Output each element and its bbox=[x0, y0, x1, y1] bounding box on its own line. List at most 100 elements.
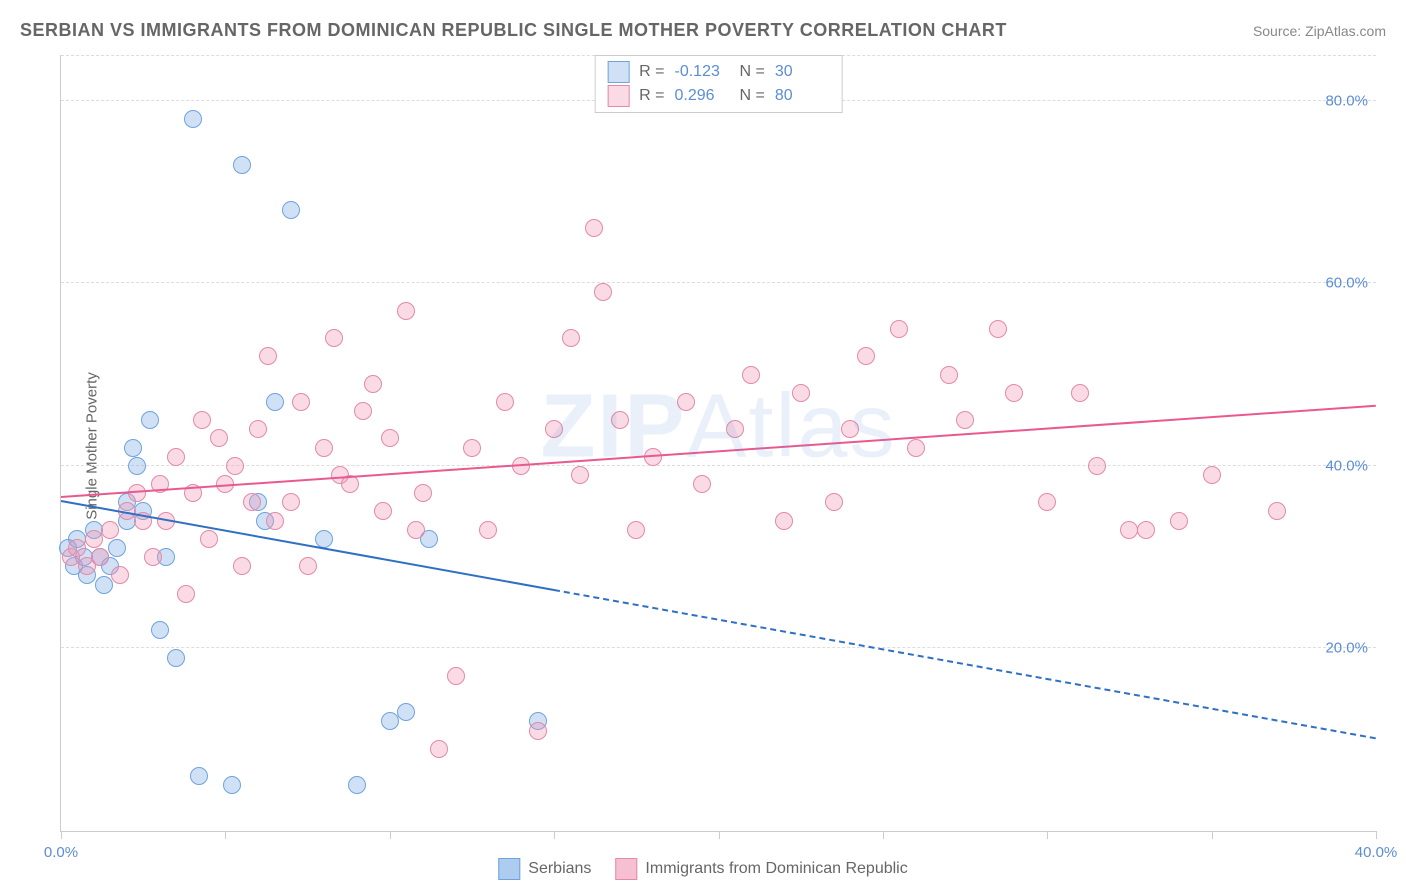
data-point bbox=[693, 475, 711, 493]
data-point bbox=[1038, 493, 1056, 511]
data-point bbox=[200, 530, 218, 548]
data-point bbox=[841, 420, 859, 438]
data-point bbox=[68, 539, 86, 557]
data-point bbox=[381, 712, 399, 730]
data-point bbox=[397, 703, 415, 721]
data-point bbox=[1268, 502, 1286, 520]
legend-n-label: N = bbox=[740, 63, 765, 81]
x-tick-label: 0.0% bbox=[44, 844, 78, 861]
data-point bbox=[677, 393, 695, 411]
data-point bbox=[1120, 521, 1138, 539]
gridline bbox=[61, 282, 1376, 283]
x-tick bbox=[1212, 831, 1213, 839]
data-point bbox=[430, 740, 448, 758]
legend-r-label: R = bbox=[639, 63, 664, 81]
data-point bbox=[141, 411, 159, 429]
x-tick bbox=[883, 831, 884, 839]
trend-line bbox=[61, 500, 554, 591]
legend-r-value: -0.123 bbox=[675, 63, 730, 81]
data-point bbox=[282, 201, 300, 219]
series-legend: Serbians Immigrants from Dominican Republ… bbox=[498, 858, 907, 880]
x-tick bbox=[719, 831, 720, 839]
legend-r-label: R = bbox=[639, 87, 664, 105]
gridline bbox=[61, 465, 1376, 466]
data-point bbox=[1203, 466, 1221, 484]
data-point bbox=[956, 411, 974, 429]
y-tick-label: 60.0% bbox=[1325, 275, 1368, 292]
data-point bbox=[128, 457, 146, 475]
data-point bbox=[315, 530, 333, 548]
data-point bbox=[108, 539, 126, 557]
data-point bbox=[167, 448, 185, 466]
data-point bbox=[890, 320, 908, 338]
data-point bbox=[233, 156, 251, 174]
data-point bbox=[414, 484, 432, 502]
data-point bbox=[91, 548, 109, 566]
legend-n-value: 80 bbox=[775, 87, 830, 105]
x-tick bbox=[390, 831, 391, 839]
data-point bbox=[381, 429, 399, 447]
data-point bbox=[1137, 521, 1155, 539]
legend-row: R =-0.123N =30 bbox=[607, 60, 830, 84]
legend-label: Serbians bbox=[528, 860, 591, 878]
data-point bbox=[857, 347, 875, 365]
y-tick-label: 20.0% bbox=[1325, 640, 1368, 657]
data-point bbox=[184, 110, 202, 128]
chart-title: SERBIAN VS IMMIGRANTS FROM DOMINICAN REP… bbox=[20, 20, 1007, 41]
data-point bbox=[151, 621, 169, 639]
y-tick-label: 40.0% bbox=[1325, 457, 1368, 474]
data-point bbox=[1071, 384, 1089, 402]
scatter-chart: ZIPAtlas R =-0.123N =30R =0.296N =80 20.… bbox=[60, 55, 1376, 832]
data-point bbox=[144, 548, 162, 566]
data-point bbox=[825, 493, 843, 511]
x-tick bbox=[1047, 831, 1048, 839]
x-tick bbox=[61, 831, 62, 839]
data-point bbox=[85, 530, 103, 548]
legend-item: Immigrants from Dominican Republic bbox=[615, 858, 907, 880]
data-point bbox=[249, 420, 267, 438]
data-point bbox=[1005, 384, 1023, 402]
trend-line bbox=[61, 404, 1376, 497]
data-point bbox=[193, 411, 211, 429]
legend-swatch bbox=[607, 85, 629, 107]
data-point bbox=[611, 411, 629, 429]
legend-item: Serbians bbox=[498, 858, 591, 880]
data-point bbox=[348, 776, 366, 794]
data-point bbox=[742, 366, 760, 384]
data-point bbox=[571, 466, 589, 484]
data-point bbox=[1088, 457, 1106, 475]
data-point bbox=[407, 521, 425, 539]
legend-swatch bbox=[498, 858, 520, 880]
data-point bbox=[775, 512, 793, 530]
data-point bbox=[374, 502, 392, 520]
data-point bbox=[101, 521, 119, 539]
legend-row: R =0.296N =80 bbox=[607, 84, 830, 108]
data-point bbox=[1170, 512, 1188, 530]
data-point bbox=[167, 649, 185, 667]
data-point bbox=[364, 375, 382, 393]
x-tick bbox=[554, 831, 555, 839]
y-tick-label: 80.0% bbox=[1325, 92, 1368, 109]
data-point bbox=[397, 302, 415, 320]
data-point bbox=[792, 384, 810, 402]
data-point bbox=[325, 329, 343, 347]
legend-r-value: 0.296 bbox=[675, 87, 730, 105]
data-point bbox=[233, 557, 251, 575]
legend-swatch bbox=[607, 61, 629, 83]
header: SERBIAN VS IMMIGRANTS FROM DOMINICAN REP… bbox=[20, 20, 1386, 41]
legend-label: Immigrants from Dominican Republic bbox=[645, 860, 907, 878]
correlation-legend: R =-0.123N =30R =0.296N =80 bbox=[594, 55, 843, 113]
data-point bbox=[259, 347, 277, 365]
data-point bbox=[354, 402, 372, 420]
data-point bbox=[210, 429, 228, 447]
data-point bbox=[299, 557, 317, 575]
data-point bbox=[128, 484, 146, 502]
data-point bbox=[447, 667, 465, 685]
data-point bbox=[726, 420, 744, 438]
data-point bbox=[907, 439, 925, 457]
data-point bbox=[292, 393, 310, 411]
data-point bbox=[529, 722, 547, 740]
data-point bbox=[282, 493, 300, 511]
gridline bbox=[61, 647, 1376, 648]
data-point bbox=[226, 457, 244, 475]
